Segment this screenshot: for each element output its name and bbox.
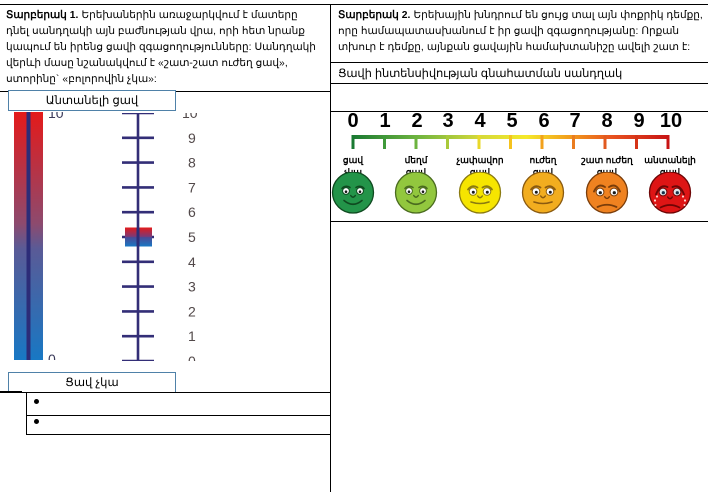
svg-text:1: 1 xyxy=(379,110,390,132)
svg-text:2: 2 xyxy=(188,303,196,319)
svg-text:ցավ: ցավ xyxy=(343,155,364,166)
svg-text:8: 8 xyxy=(188,155,196,171)
svg-text:10: 10 xyxy=(182,113,198,121)
svg-text:մեղմ: մեղմ xyxy=(405,155,429,166)
svg-text:ուժեղ: ուժեղ xyxy=(530,155,558,166)
svg-text:9: 9 xyxy=(633,110,644,132)
svg-text:չափավոր: չափավոր xyxy=(455,155,503,166)
svg-text:8: 8 xyxy=(601,110,612,132)
svg-text:9: 9 xyxy=(188,130,196,146)
svg-text:շատ ուժեղ: շատ ուժեղ xyxy=(580,155,634,166)
svg-text:10: 10 xyxy=(660,110,682,132)
svg-text:7: 7 xyxy=(569,110,580,132)
svg-text:6: 6 xyxy=(538,110,549,132)
svg-text:4: 4 xyxy=(188,254,196,270)
svg-text:անտանելի: անտանելի xyxy=(644,155,696,166)
svg-text:0: 0 xyxy=(188,353,196,361)
svg-text:0: 0 xyxy=(347,110,358,132)
svg-text:5: 5 xyxy=(188,229,196,245)
svg-text:3: 3 xyxy=(188,279,196,295)
svg-text:6: 6 xyxy=(188,204,196,220)
svg-text:3: 3 xyxy=(442,110,453,132)
svg-text:7: 7 xyxy=(188,179,196,195)
svg-text:5: 5 xyxy=(506,110,517,132)
svg-text:1: 1 xyxy=(188,328,196,344)
svg-text:4: 4 xyxy=(474,110,486,132)
svg-text:2: 2 xyxy=(411,110,422,132)
